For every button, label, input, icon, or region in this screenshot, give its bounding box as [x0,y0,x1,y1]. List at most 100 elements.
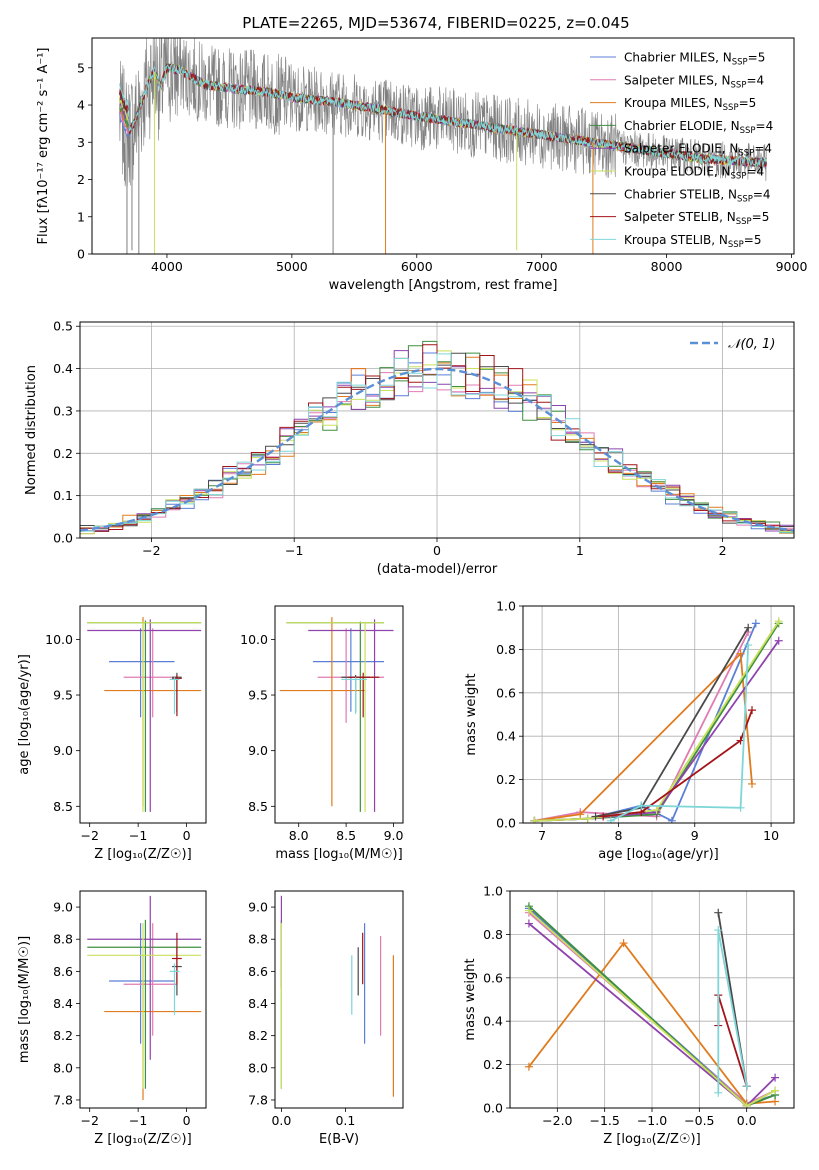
x-axis-label: Z [log₁₀(Z/Z☉)] [603,1132,700,1147]
mass-vs-z-panel: −2 −1 0 7.8 8.0 8.2 8.4 8.6 8.8 9.0 Z [log₁₀(Z/Z☉)… [17,890,207,1147]
x-tick-label: −0.5 [684,1113,714,1128]
weight-marker-kroupa-miles [524,1062,533,1071]
model-spectrum-kroupa-stelib [119,64,767,168]
x-tick-label: 10 [763,828,779,843]
weight-marker-kroupa-stelib [714,926,723,935]
y-tick-label: 0.4 [53,361,73,376]
weight-marker-kroupa-stelib [742,1082,751,1091]
weight-marker-chabrier-miles [751,619,760,628]
y-tick-label: 8.2 [248,1028,268,1043]
x-tick-label: 0.1 [335,1113,355,1128]
y-axis-label: mass [log₁₀(M/M☉)] [17,936,32,1063]
weight-vs-z-panel: −2.0 −1.5 −1.0 −0.5 0.0 0.0 0.2 0.4 0.6 0.8 1.0 Z [… [463,884,795,1147]
weight-marker-kroupa-elodie [583,814,592,823]
errorbar-kroupa-elodie [286,622,385,812]
weight-marker-chabrier-stelib [714,908,723,917]
axes-frame [79,890,207,1109]
weight-marker-salpeter-elodie [774,636,783,645]
y-tick-label: 0.3 [53,403,73,418]
spectrum-legend: Chabrier MILES, NSSP=5 Salpeter MILES, NS… [590,51,773,250]
y-tick-label: 0.6 [496,685,516,700]
y-tick-label: 7.8 [248,1092,268,1107]
weight-marker-kroupa-elodie [530,816,539,823]
x-tick-label: −1 [285,543,303,558]
age-vs-z-panel: −2 −1 0 8.5 9.0 9.5 10.0 Z [log₁₀(Z/Z☉)] age [lo… [17,605,207,862]
x-axis-label: age [log₁₀(age/yr)] [598,847,719,862]
weight-line-kroupa-miles [534,651,753,822]
y-tick-label: 1 [77,209,85,224]
x-tick-label: 0 [433,543,441,558]
x-tick-label: 9.0 [384,828,404,843]
weight-marker-kroupa-elodie [652,805,661,814]
x-tick-label: 8.5 [336,828,356,843]
y-tick-label: 8.4 [248,996,268,1011]
plots: 4000 5000 6000 7000 8000 9000012345wavelength… [17,37,808,1147]
y-tick-label: 8.0 [53,1060,73,1075]
errorbar-chabrier-miles [109,923,175,1044]
weight-marker-kroupa-elodie [774,617,783,626]
legend-label-kroupa-stelib: Kroupa STELIB, NSSP=5 [624,233,762,250]
errorbar-chabrier-elodie [87,919,202,1089]
weight-marker-chabrier-stelib [591,812,600,821]
errorbar-salpeter-elodie [308,619,394,812]
x-tick-label: 7000 [526,259,558,274]
x-axis-label: mass [log₁₀(M/M☉)] [275,847,402,862]
y-tick-label: 9.0 [248,743,268,758]
x-tick-label: 2 [719,543,727,558]
x-tick-label: 0.0 [737,1113,757,1128]
errorbar-salpeter-stelib [172,674,182,717]
x-tick-label: 1 [576,543,584,558]
weight-marker-kroupa-stelib [736,803,745,812]
y-tick-label: 3 [77,135,85,150]
x-tick-label: 6000 [401,259,433,274]
errorbar-salpeter-stelib [348,672,380,718]
weight-marker-kroupa-miles [736,649,745,658]
y-tick-label: 10.0 [240,632,268,647]
y-tick-label: 10.0 [45,632,73,647]
errorbar-kroupa-elodie [87,621,202,812]
y-tick-label: 9.0 [53,900,73,915]
y-tick-label: 8.8 [248,932,268,947]
legend-label-chabrier-stelib: Chabrier STELIB, NSSP=4 [624,187,771,204]
x-tick-label: −2 [80,1113,98,1128]
x-tick-label: 9000 [776,259,808,274]
weight-marker-salpeter-elodie [524,919,533,928]
legend-label-chabrier-elodie: Chabrier ELODIE, NSSP=4 [624,119,773,136]
y-tick-label: 0.5 [53,319,73,334]
age-vs-mass-panel: 8.0 8.5 9.0 8.5 9.0 9.5 10.0 mass [log₁₀(M/M☉)] [240,605,404,862]
errorbar-kroupa-stelib [341,677,367,714]
weight-line-salpeter-miles [534,631,750,822]
weight-marker-kroupa-stelib [637,801,646,810]
legend-label-salpeter-miles: Salpeter MILES, NSSP=4 [624,73,764,90]
y-axis-label: age [log₁₀(age/yr)] [17,654,32,775]
y-tick-label: 0.8 [496,642,516,657]
y-tick-label: 7.8 [53,1092,73,1107]
x-tick-label: −2.0 [542,1113,572,1128]
weight-marker-kroupa-elodie [771,1086,780,1095]
x-axis-label: E(B-V) [319,1132,359,1147]
x-tick-label: 9 [691,828,699,843]
mass-vs-ebv-panel: 0.0 0.1 7.8 8.0 8.2 8.4 8.6 8.8 9.0 E(B-V) [248,890,404,1147]
y-tick-label: 8.4 [53,996,73,1011]
weight-line-kroupa-stelib [610,645,750,822]
weight-marker-chabrier-miles [667,816,676,823]
x-tick-label: 0 [183,1113,191,1128]
y-tick-label: 8.8 [53,932,73,947]
errorbar-chabrier-elodie [286,621,385,812]
y-tick-label: 1.0 [483,884,503,899]
weight-line-chabrier-miles [534,623,757,823]
y-tick-label: 0.4 [483,1014,503,1029]
x-tick-label: 8 [614,828,622,843]
errorbar-kroupa-stelib [169,963,180,1015]
errorbar-kroupa-stelib [169,677,180,714]
x-tick-label: −1.0 [637,1113,667,1128]
y-tick-label: 0.2 [53,446,73,461]
y-tick-label: 2 [77,172,85,187]
y-tick-label: 8.2 [53,1028,73,1043]
y-tick-label: 0.0 [496,816,516,831]
y-tick-label: 0.6 [483,970,503,985]
y-tick-label: 0.2 [496,772,516,787]
y-tick-label: 9.0 [53,743,73,758]
weight-marker-chabrier-stelib [744,623,753,632]
weight-marker-salpeter-elodie [771,1073,780,1082]
